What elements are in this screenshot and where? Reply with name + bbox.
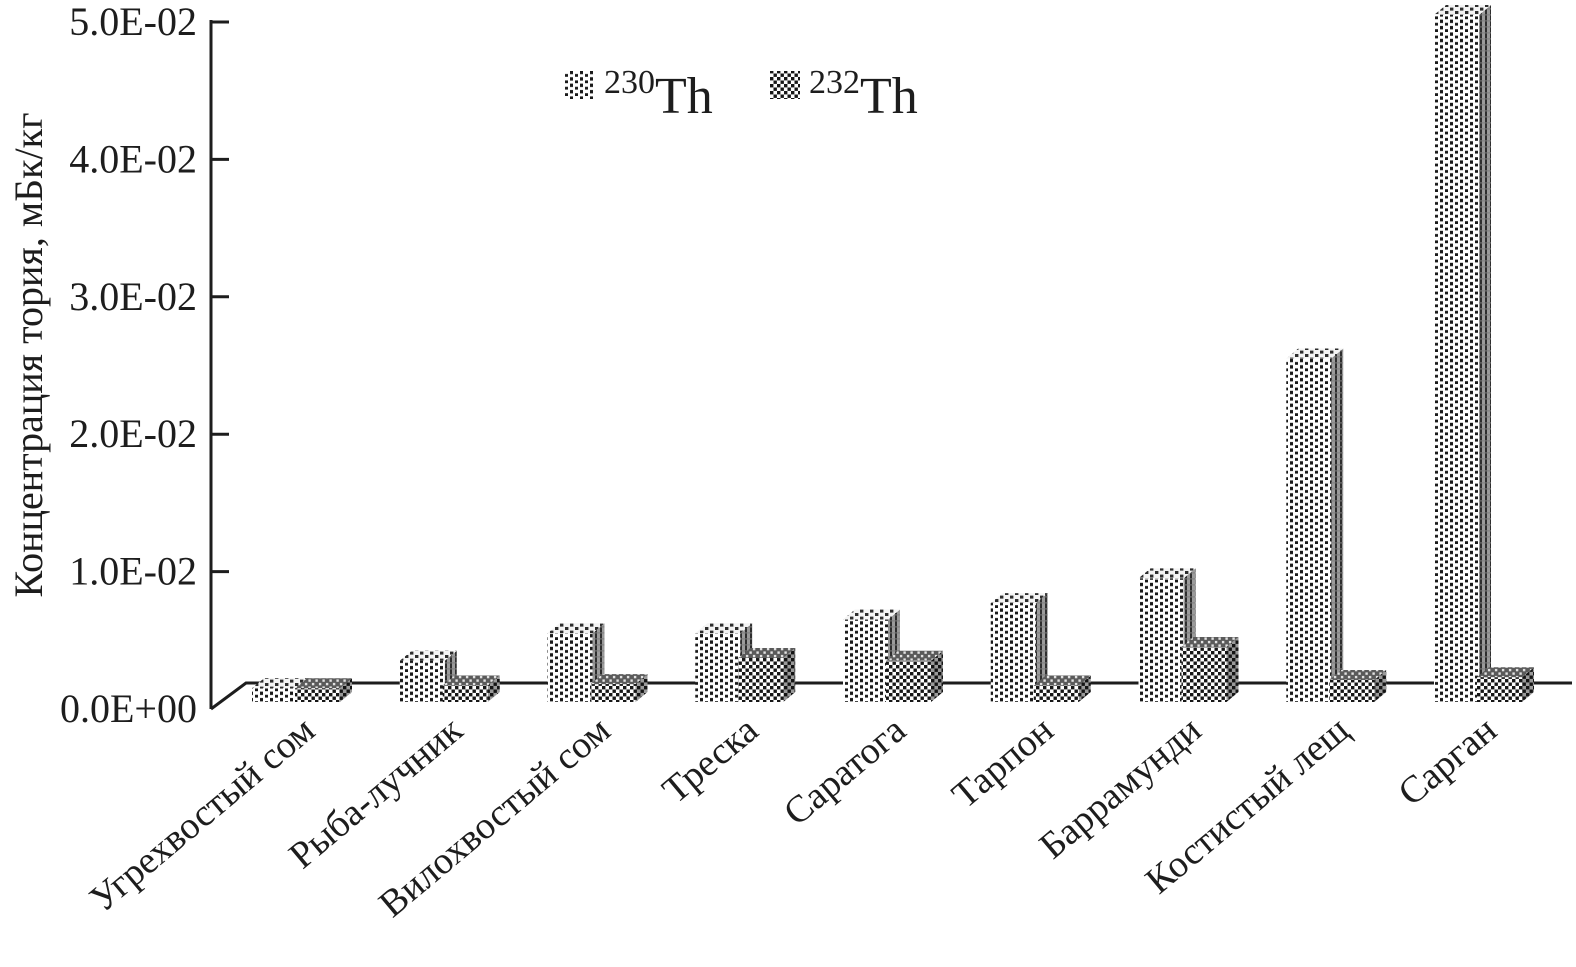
bar-front-face [843,619,888,702]
bar-front-face [990,603,1036,702]
bar-side-face [1078,675,1091,702]
bar-230th-8 [1434,5,1491,702]
y-tick-label: 4.0E-02 [69,136,197,181]
bar-side-face [340,678,352,702]
bar-front-face [252,688,297,702]
bar-top-face [1181,637,1239,648]
bar-side-face [1226,637,1239,702]
bar-side-face [1331,348,1344,702]
bar-232th-4 [886,650,943,702]
bar-front-face [295,688,340,702]
bar-232th-2 [590,674,648,702]
bar-230th-7 [1286,348,1344,702]
bar-232th-3 [738,648,796,702]
bar-232th-1 [442,675,500,702]
bar-top-face [442,675,500,686]
bar-232th-7 [1329,670,1387,702]
bar-top-face [1033,675,1091,686]
x-category-label-8: Сарган [1390,709,1504,814]
bar-top-face [295,678,352,689]
bar-front-face [1434,15,1479,702]
legend-swatch-230th [565,71,595,99]
bar-top-face [738,648,796,659]
bar-side-face [783,648,796,702]
bar-front-face [442,685,488,702]
x-category-label-3: Треска [655,709,767,812]
bar-front-face [1181,647,1227,702]
bar-top-face [1477,667,1534,678]
legend-label-230th: 230Th [604,64,713,125]
bar-side-face [487,675,500,702]
legend-label-232th: 232Th [809,64,918,125]
bar-front-face [738,658,784,702]
bar-232th-6 [1181,637,1239,702]
legend-swatch-232th [770,71,800,99]
legend-element-symbol: Th [655,68,713,125]
legend: 230Th 232Th [565,64,918,125]
bar-front-face [399,660,445,702]
bar-top-face [590,674,648,685]
y-tick-label: 3.0E-02 [69,274,197,319]
bar-top-face [1434,5,1491,15]
bar-front-face [886,660,931,702]
legend-mass-number: 230 [604,64,655,101]
x-category-label-5: Тарпон [944,709,1061,817]
bar-side-face [1374,670,1387,702]
bar-top-face [547,623,605,634]
bar-side-face [1479,5,1491,702]
bar-top-face [990,593,1048,604]
legend-element-symbol: Th [860,68,918,125]
y-axis-title: Концентрация тория, мБк/кг [6,112,51,597]
x-category-label-4: Саратога [776,709,914,834]
bar-232th-0 [295,678,352,702]
bar-top-face [1138,568,1196,579]
bar-front-face [1138,578,1184,702]
floor-line [210,681,1572,711]
bars-layer [252,5,1534,702]
bar-front-face [1477,677,1522,702]
bar-front-face [1286,358,1332,702]
y-tick-label: 5.0E-02 [69,0,197,44]
bar-top-face [886,650,943,661]
y-tick-label: 0.0E+00 [60,686,197,731]
bar-side-face [1035,593,1048,702]
bar-232th-8 [1477,667,1534,702]
bar-top-face [252,678,309,689]
bar-top-face [399,650,457,661]
bar-front-face [695,633,741,702]
bar-top-face [695,623,753,634]
bar-top-face [1286,348,1344,359]
bar-front-face [590,684,636,702]
bar-top-face [843,609,900,620]
legend-mass-number: 232 [809,64,860,101]
bar-front-face [1033,685,1079,702]
bar-side-face [635,674,648,702]
bar-front-face [547,633,593,702]
x-category-label-0: Угрехвостый сом [82,709,323,921]
bar-side-face [1522,667,1534,702]
bar-top-face [1329,670,1387,681]
y-ticks: 0.0E+00 1.0E-02 2.0E-02 3.0E-02 4.0E-02 5.0E-… [60,0,229,731]
bar-side-face [931,650,943,702]
bar-232th-5 [1033,675,1091,702]
y-tick-label: 2.0E-02 [69,411,197,456]
bar-230th-5 [990,593,1048,702]
bar-front-face [1329,680,1375,702]
y-tick-label: 1.0E-02 [69,549,197,594]
